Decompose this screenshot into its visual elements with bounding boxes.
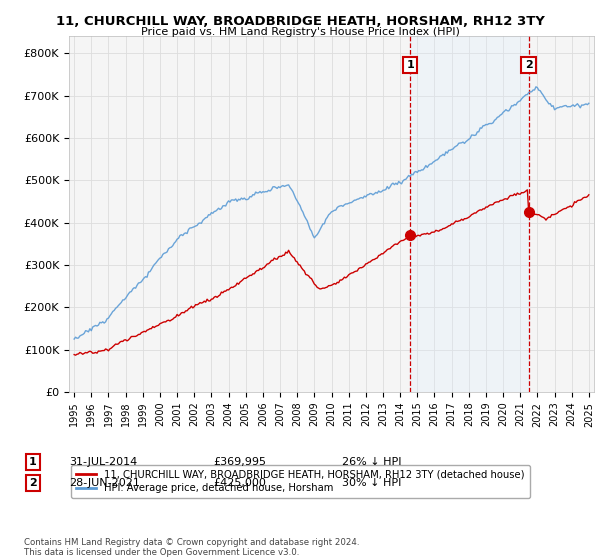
Bar — [410, 36, 529, 392]
Text: 1: 1 — [29, 457, 37, 467]
Text: £425,000: £425,000 — [213, 478, 266, 488]
Text: 30% ↓ HPI: 30% ↓ HPI — [342, 478, 401, 488]
Text: 11, CHURCHILL WAY, BROADBRIDGE HEATH, HORSHAM, RH12 3TY: 11, CHURCHILL WAY, BROADBRIDGE HEATH, HO… — [56, 15, 544, 28]
Text: 31-JUL-2014: 31-JUL-2014 — [69, 457, 137, 467]
Text: Contains HM Land Registry data © Crown copyright and database right 2024.
This d: Contains HM Land Registry data © Crown c… — [24, 538, 359, 557]
Text: £369,995: £369,995 — [213, 457, 266, 467]
Text: 28-JUN-2021: 28-JUN-2021 — [69, 478, 140, 488]
Text: 2: 2 — [525, 60, 533, 70]
Text: 1: 1 — [406, 60, 414, 70]
Legend: 11, CHURCHILL WAY, BROADBRIDGE HEATH, HORSHAM, RH12 3TY (detached house), HPI: A: 11, CHURCHILL WAY, BROADBRIDGE HEATH, HO… — [71, 465, 530, 498]
Text: 2: 2 — [29, 478, 37, 488]
Text: 26% ↓ HPI: 26% ↓ HPI — [342, 457, 401, 467]
Text: Price paid vs. HM Land Registry's House Price Index (HPI): Price paid vs. HM Land Registry's House … — [140, 27, 460, 37]
